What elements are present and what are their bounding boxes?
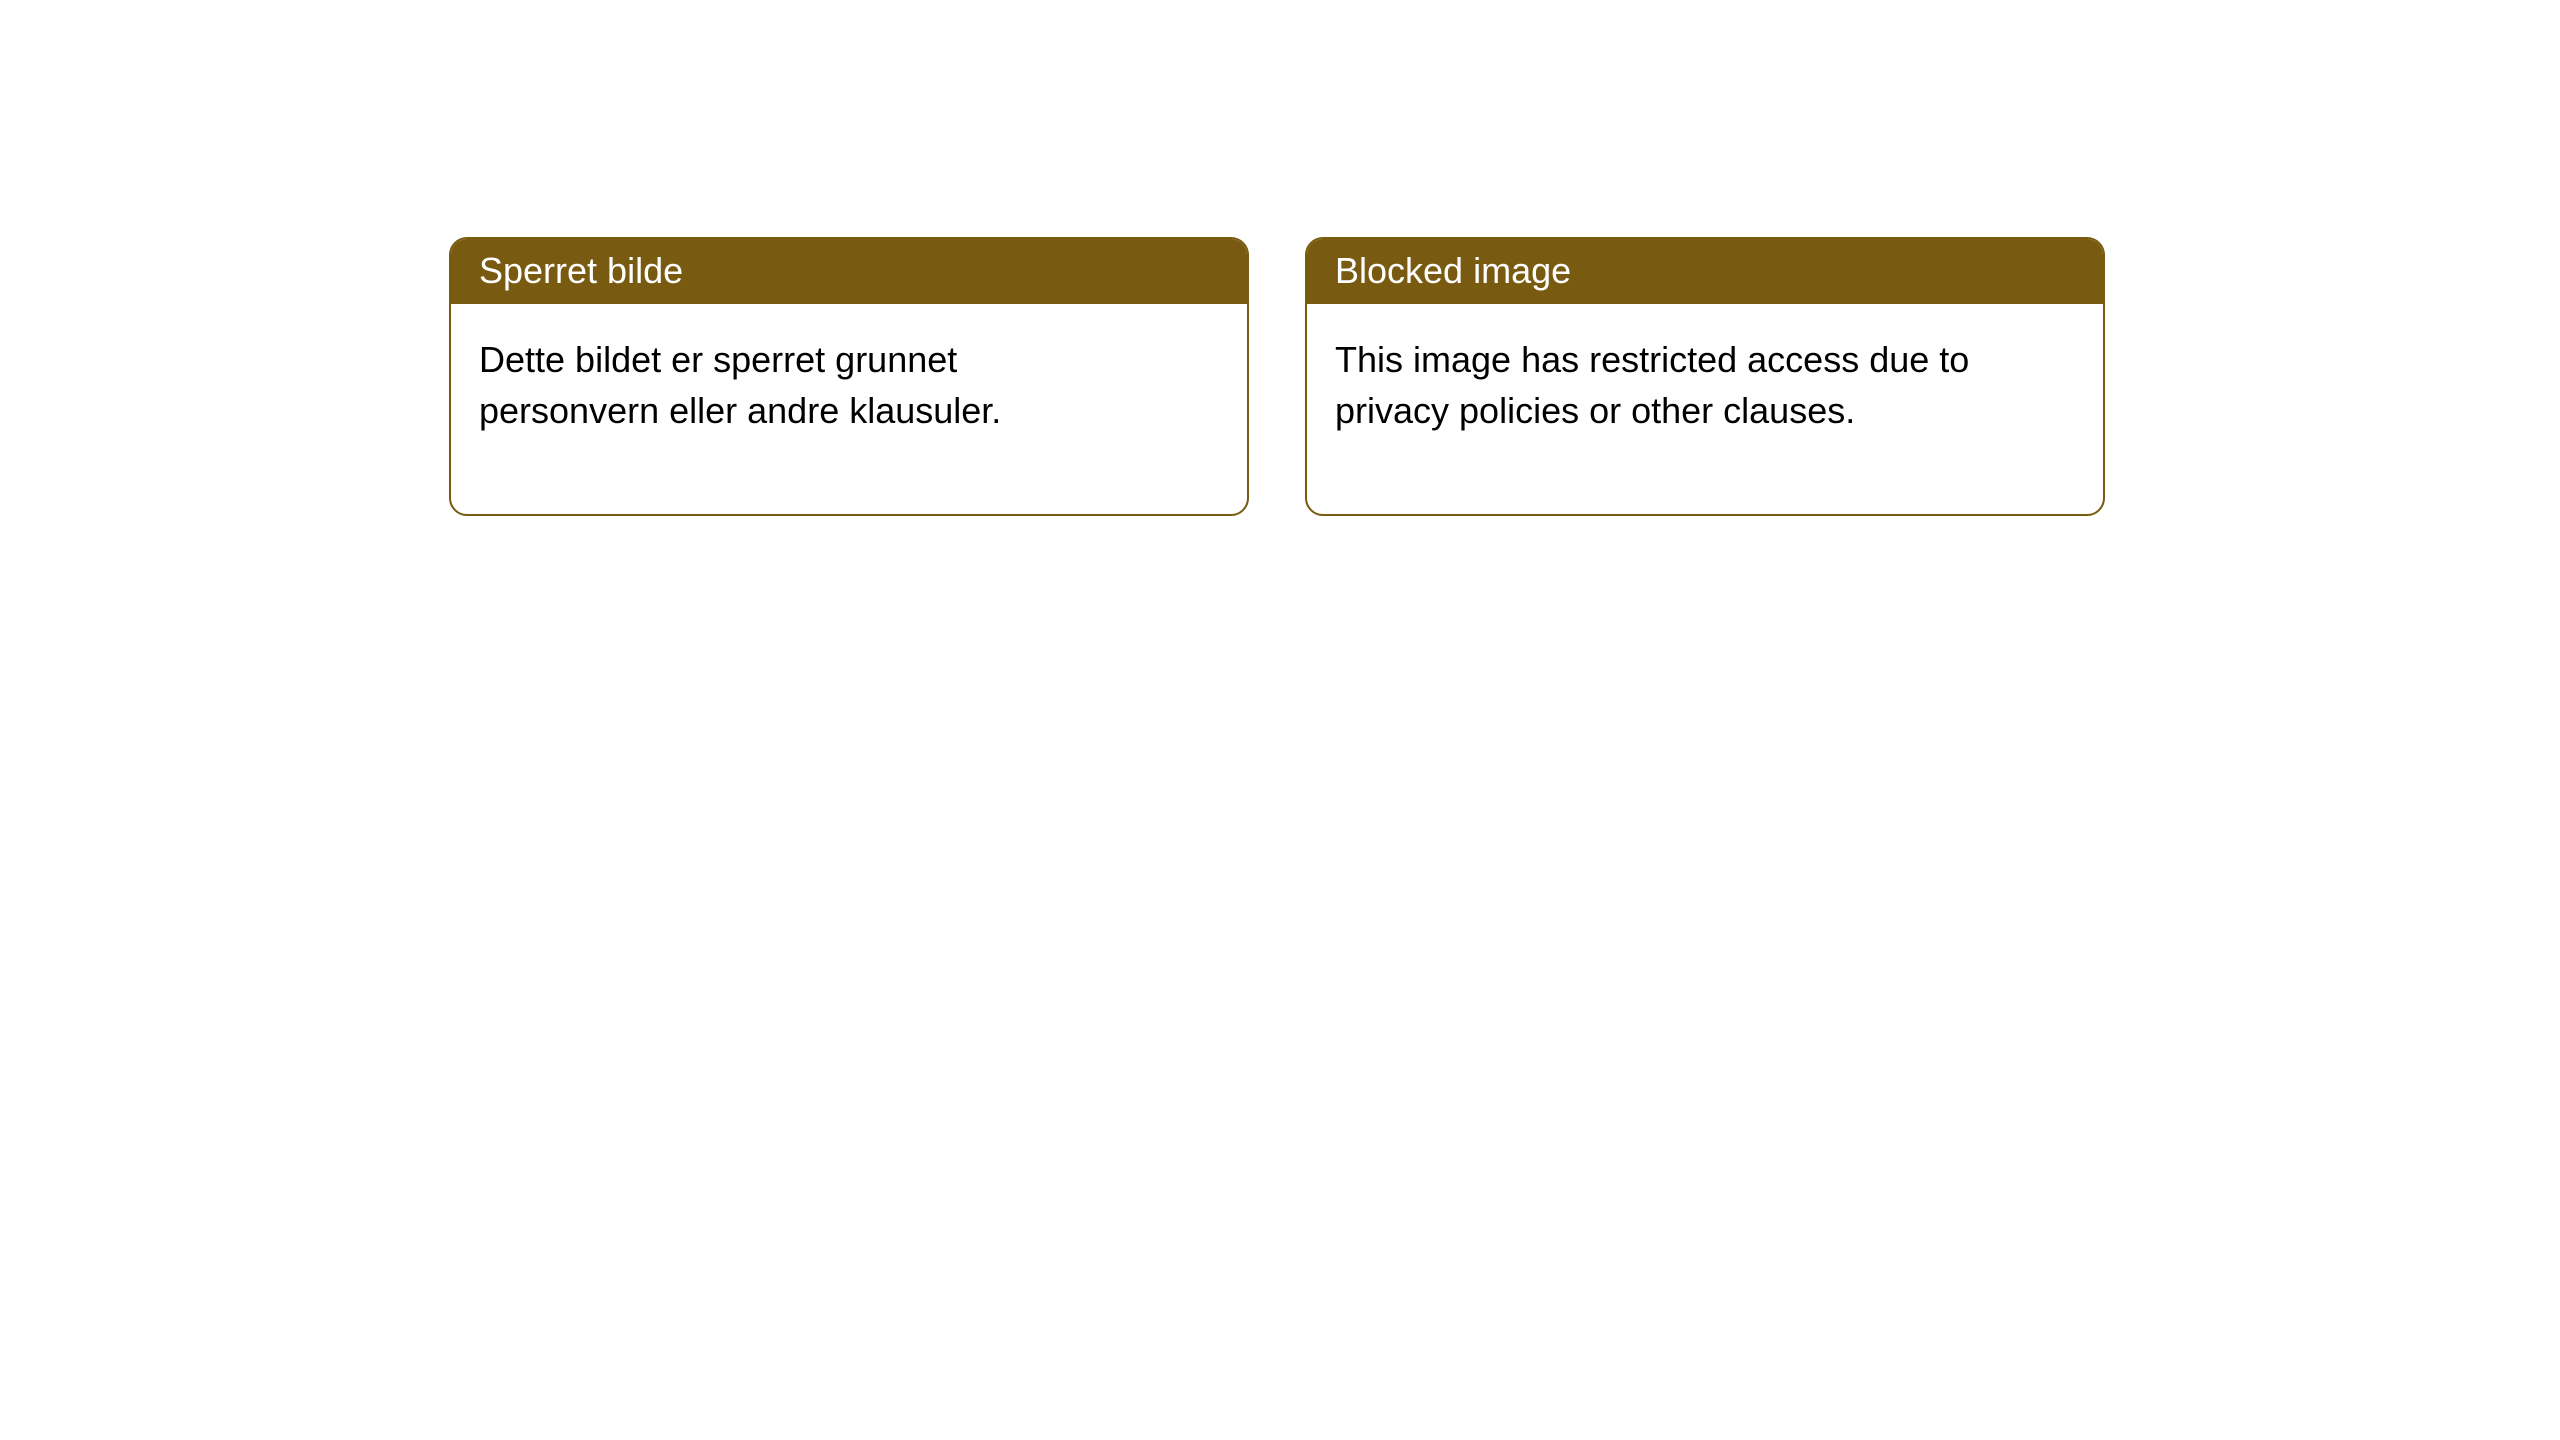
notice-body: Dette bildet er sperret grunnet personve… [451, 304, 1151, 514]
notice-header: Blocked image [1307, 239, 2103, 304]
notice-body: This image has restricted access due to … [1307, 304, 2007, 514]
notice-header: Sperret bilde [451, 239, 1247, 304]
notice-card-norwegian: Sperret bilde Dette bildet er sperret gr… [449, 237, 1249, 516]
notice-container: Sperret bilde Dette bildet er sperret gr… [0, 0, 2560, 516]
notice-card-english: Blocked image This image has restricted … [1305, 237, 2105, 516]
